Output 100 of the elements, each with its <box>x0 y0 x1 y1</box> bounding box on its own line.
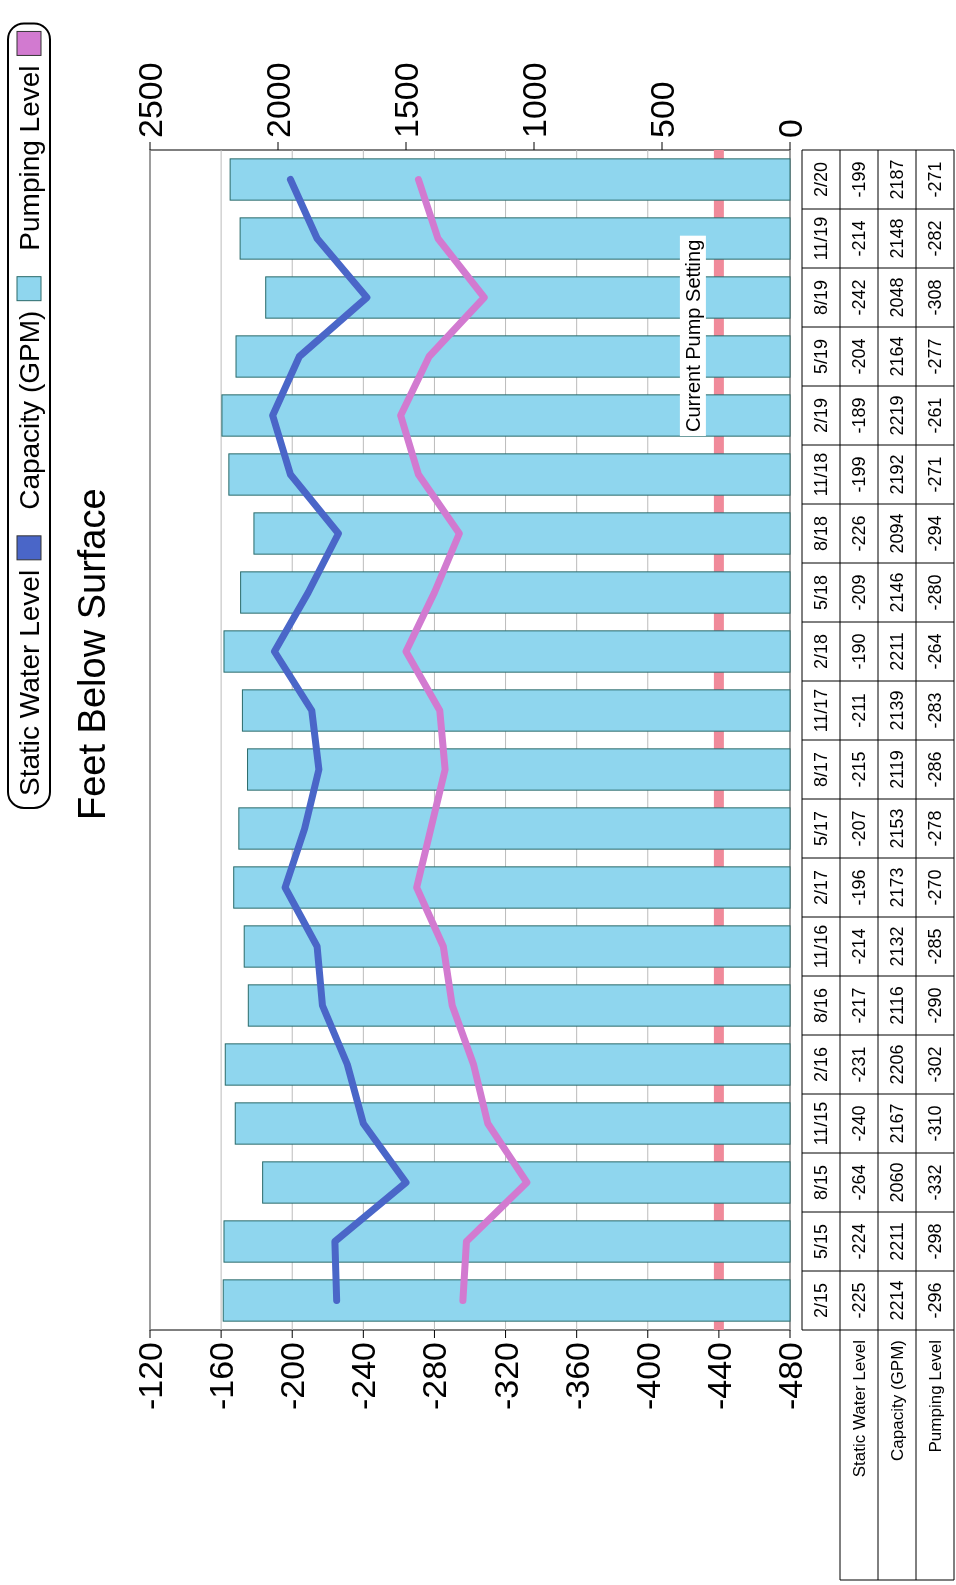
x-tick-label: -280 <box>415 1342 454 1411</box>
data-label: -271 <box>925 456 945 493</box>
data-label: -282 <box>925 220 945 257</box>
y-tick-label: 5/19 <box>811 338 831 375</box>
x2-tick-label: 1000 <box>515 62 553 138</box>
data-label: 2060 <box>887 1162 907 1203</box>
x-tick-label: -320 <box>486 1342 525 1411</box>
text: Feet Below Surface <box>71 488 113 820</box>
y-tick-label: 5/18 <box>811 574 831 611</box>
data-label: -332 <box>925 1164 945 1201</box>
x-tick-label: -160 <box>202 1342 241 1411</box>
ref-line-label: Current Pump Setting <box>681 239 704 433</box>
data-label: -226 <box>849 515 869 552</box>
y-tick-label: 11/15 <box>811 1101 831 1146</box>
data-label: 2214 <box>887 1280 907 1321</box>
data-label: -296 <box>925 1282 945 1319</box>
data-label: -278 <box>925 810 945 847</box>
data-label: -199 <box>849 456 869 493</box>
data-label: 2148 <box>887 218 907 259</box>
data-label: -207 <box>849 810 869 847</box>
y-tick-label: 8/15 <box>811 1164 831 1201</box>
x2-tick-label: 500 <box>643 81 681 138</box>
y-tick-label: 8/19 <box>811 279 831 316</box>
data-label: 2146 <box>887 572 907 613</box>
data-label: -214 <box>849 928 869 965</box>
data-label: -209 <box>849 574 869 611</box>
text: Static Water Level <box>849 1340 869 1478</box>
data-label: -264 <box>925 633 945 670</box>
legend-label: Capacity (GPM) <box>13 310 45 510</box>
y-tick-label: 2/15 <box>811 1282 831 1319</box>
y-tick-label: 11/18 <box>811 452 831 497</box>
x2-tick-label: 2000 <box>259 62 297 138</box>
y-tick-label: 2/17 <box>811 869 831 906</box>
x-tick-label: -400 <box>628 1342 667 1411</box>
data-label: 2048 <box>887 277 907 318</box>
x2-tick-label: 2500 <box>131 62 169 138</box>
y-tick-label: 8/17 <box>811 751 831 788</box>
data-label: -261 <box>925 397 945 434</box>
y-tick-label: 2/19 <box>811 397 831 434</box>
legend-label: Static Water Level <box>13 569 45 796</box>
data-label: -270 <box>925 869 945 906</box>
data-label: -280 <box>925 574 945 611</box>
data-label: 2116 <box>887 986 907 1025</box>
data-label: -231 <box>849 1046 869 1083</box>
data-label: -264 <box>849 1164 869 1201</box>
legend-label: Pumping Level <box>13 65 45 251</box>
data-label: 2187 <box>887 159 907 200</box>
data-label: 2153 <box>887 808 907 849</box>
data-label: 2192 <box>887 454 907 495</box>
data-label: 2119 <box>887 750 907 789</box>
data-label: -204 <box>849 338 869 375</box>
y-tick-label: 2/16 <box>811 1046 831 1083</box>
y-tick-label: 5/17 <box>811 810 831 847</box>
data-label: 2139 <box>887 690 907 731</box>
data-label: -290 <box>925 987 945 1024</box>
data-label: -215 <box>849 751 869 788</box>
data-label: 2219 <box>887 395 907 436</box>
data-label: 2211 <box>887 632 907 671</box>
data-label: -211 <box>849 693 869 728</box>
data-label: -217 <box>849 987 869 1024</box>
x2-tick-label: 0 <box>771 119 809 138</box>
data-label: -224 <box>849 1223 869 1260</box>
data-label: -271 <box>925 161 945 198</box>
data-label: -199 <box>849 161 869 198</box>
y-tick-label: 2/18 <box>811 633 831 670</box>
x-tick-label: -240 <box>344 1342 383 1411</box>
data-label: 2094 <box>887 513 907 554</box>
text: Pumping Level <box>925 1340 945 1453</box>
data-label: 2206 <box>887 1044 907 1085</box>
data-label: -285 <box>925 928 945 965</box>
y-tick-label: 11/17 <box>811 688 831 733</box>
y-tick-label: 11/16 <box>811 924 831 969</box>
data-label: -240 <box>849 1105 869 1142</box>
x-tick-label: -440 <box>699 1342 738 1411</box>
data-label: -196 <box>849 869 869 906</box>
y-tick-label: 2/20 <box>811 161 831 198</box>
data-label: -277 <box>925 338 945 375</box>
data-label: 2164 <box>887 336 907 377</box>
y-tick-label: 8/18 <box>811 515 831 552</box>
y-tick-label: 11/19 <box>811 216 831 261</box>
data-label: 2132 <box>887 926 907 967</box>
data-label: -283 <box>925 692 945 729</box>
x2-tick-label: 1500 <box>387 62 425 138</box>
data-label: -286 <box>925 751 945 788</box>
x-tick-label: -480 <box>771 1342 809 1411</box>
y-tick-label: 8/16 <box>811 987 831 1024</box>
data-label: -189 <box>849 397 869 434</box>
data-label: -294 <box>925 515 945 552</box>
text: Capacity (GPM) <box>887 1340 907 1461</box>
data-label: -302 <box>925 1046 945 1083</box>
data-label: -242 <box>849 279 869 316</box>
data-label: 2173 <box>887 867 907 908</box>
data-label: -225 <box>849 1282 869 1319</box>
data-label: -310 <box>925 1105 945 1142</box>
data-label: 2211 <box>887 1222 907 1261</box>
data-label: -298 <box>925 1223 945 1260</box>
y-tick-label: 5/15 <box>811 1223 831 1260</box>
x-tick-label: -200 <box>273 1342 312 1411</box>
data-label: 2167 <box>887 1103 907 1144</box>
data-label: -214 <box>849 220 869 257</box>
